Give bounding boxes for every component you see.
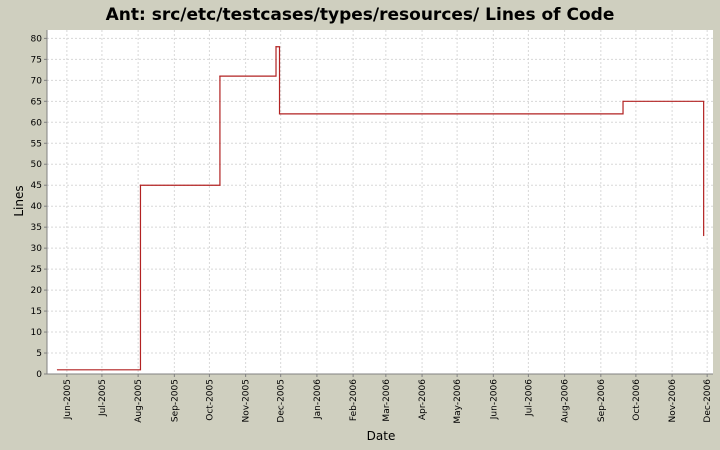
y-tick-label: 35 (31, 223, 42, 233)
series-layer (56, 46, 705, 371)
data-point (278, 113, 281, 115)
y-tick-label: 70 (31, 76, 43, 86)
y-tick-label: 50 (31, 160, 43, 170)
data-point (56, 369, 59, 371)
plot-area (47, 30, 713, 374)
x-tick-label: Apr-2006 (418, 379, 428, 420)
x-tick-label: Mar-2006 (382, 379, 392, 422)
y-tick-label: 5 (36, 349, 42, 359)
y-tick-label: 60 (31, 118, 43, 128)
y-tick-label: 15 (31, 307, 42, 317)
y-tick-label: 0 (36, 370, 42, 380)
x-axis-label: Date (367, 429, 396, 443)
data-point (219, 75, 221, 77)
y-tick-label: 65 (31, 97, 42, 107)
x-tick-label: Aug-2006 (561, 379, 571, 423)
x-tick-label: Jan-2006 (313, 379, 323, 420)
y-tick-label: 25 (31, 265, 42, 275)
x-tick-label: Oct-2005 (205, 379, 215, 421)
data-point (139, 184, 142, 186)
x-tick-label: Jun-2006 (489, 379, 499, 420)
grid (47, 30, 713, 374)
x-tick-label: Aug-2005 (134, 379, 144, 423)
y-tick-label: 55 (31, 139, 42, 149)
x-axis-ticks: Jun-2005 Jul-2005 Aug-2005 Sep-2005 Oct-2005… (63, 374, 713, 424)
y-axis-label: Lines (12, 185, 26, 216)
x-tick-label: Dec-2005 (277, 379, 287, 423)
x-tick-label: Jun-2005 (63, 379, 73, 420)
y-tick-label: 80 (31, 34, 43, 44)
y-axis-ticks: 0 5 10 15 20 25 30 35 40 45 50 55 60 65 70 75 80 (31, 34, 47, 380)
x-tick-label: Jul-2006 (524, 379, 534, 417)
y-tick-label: 40 (31, 202, 43, 212)
y-tick-label: 30 (31, 244, 43, 254)
y-tick-label: 75 (31, 55, 42, 65)
x-tick-label: Jul-2005 (98, 379, 108, 417)
x-tick-label: Dec-2006 (703, 379, 713, 423)
axes (46, 30, 713, 375)
x-tick-label: Sep-2005 (170, 379, 180, 422)
x-tick-label: Nov-2006 (668, 379, 678, 423)
y-tick-label: 45 (31, 181, 42, 191)
data-point (622, 100, 624, 102)
x-tick-label: May-2006 (453, 379, 463, 424)
y-tick-label: 10 (31, 328, 43, 338)
x-tick-label: Sep-2006 (597, 379, 607, 422)
y-tick-label: 20 (31, 286, 43, 296)
data-point (703, 234, 705, 237)
x-tick-label: Feb-2006 (349, 379, 359, 421)
x-tick-label: Oct-2006 (632, 379, 642, 421)
data-point (275, 46, 277, 48)
chart-title: Ant: src/etc/testcases/types/resources/ … (106, 5, 615, 25)
x-tick-label: Nov-2005 (242, 379, 252, 422)
